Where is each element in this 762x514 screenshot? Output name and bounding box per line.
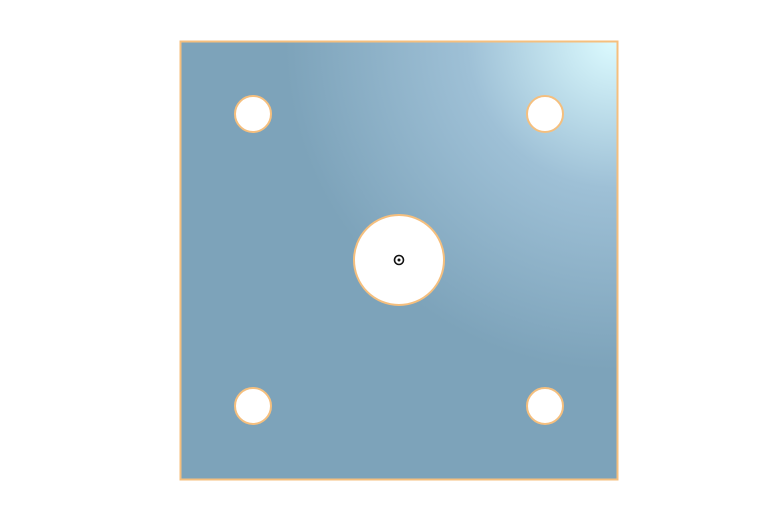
corner-hole-top-right[interactable] [526, 95, 564, 133]
corner-hole-bottom-right[interactable] [526, 387, 564, 425]
corner-hole-top-left[interactable] [234, 95, 272, 133]
origin-icon [393, 254, 405, 266]
corner-hole-bottom-left[interactable] [234, 387, 272, 425]
